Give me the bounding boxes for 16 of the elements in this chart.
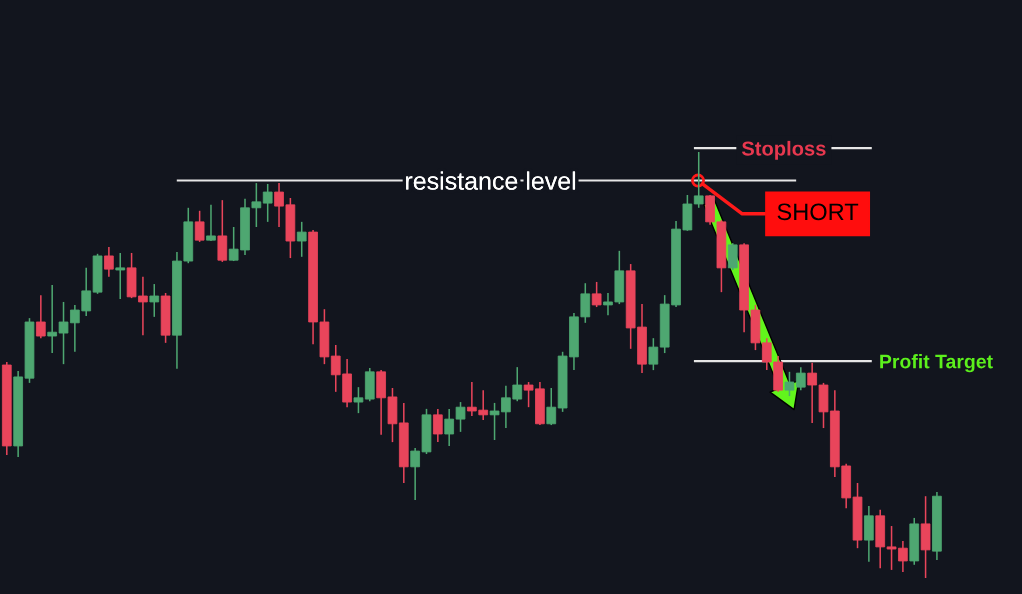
candlestick [591,281,602,308]
ref-line-label: Profit Target [880,354,993,373]
candlestick [206,204,216,242]
annotation: SHORT [777,203,859,221]
candlestick [115,252,126,300]
candlestick [149,283,160,318]
candlestick [35,294,46,339]
candlestick [194,210,205,243]
candlestick [262,183,273,223]
candlestick [296,221,307,258]
candlestick [648,337,659,371]
candlestick [432,408,443,443]
ref-line-label: Stoploss [741,140,826,160]
candlestick [727,242,738,271]
candlestick [546,387,557,426]
candlestick [104,246,114,278]
